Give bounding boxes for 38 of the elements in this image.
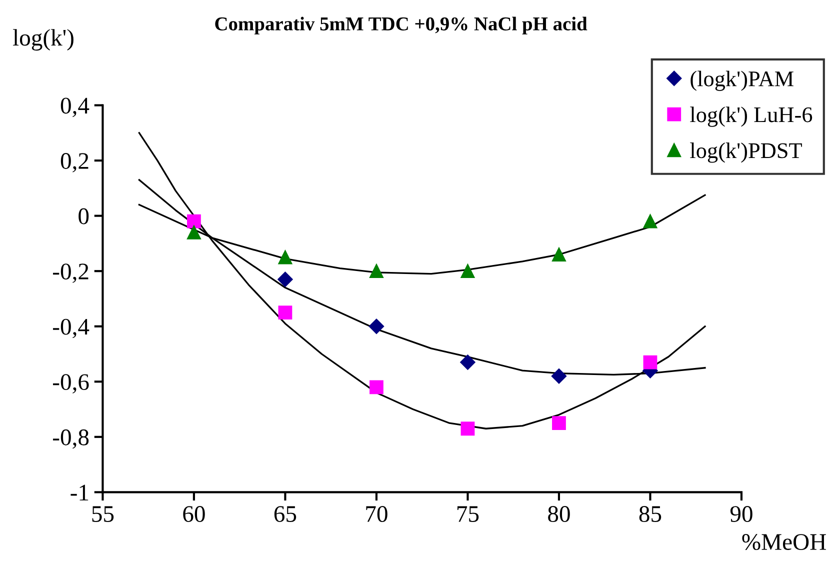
point bbox=[552, 416, 566, 430]
y-tick-label: -0,2 bbox=[53, 264, 88, 283]
point bbox=[643, 355, 658, 370]
point bbox=[460, 422, 475, 436]
x-axis-title: %MeOH bbox=[742, 534, 826, 550]
x-tick-label: 90 bbox=[730, 506, 752, 522]
point bbox=[278, 306, 292, 320]
y-tick-label: -0,6 bbox=[53, 374, 89, 394]
x-tick-label: 65 bbox=[274, 506, 296, 522]
chart-title: Comparativ 5mM TDC +0,9% NaCl pH acid bbox=[215, 16, 588, 34]
point bbox=[643, 214, 658, 228]
point bbox=[278, 272, 293, 287]
legend-label: log(k')PDST bbox=[690, 142, 802, 163]
y-tick-label: 0,4 bbox=[60, 98, 90, 118]
y-tick-label: -1 bbox=[70, 484, 88, 500]
y-tick-label: 0,2 bbox=[60, 153, 88, 172]
point bbox=[551, 368, 567, 384]
point bbox=[278, 250, 292, 264]
legend-label: log(k') LuH-6 bbox=[690, 106, 812, 127]
x-tick-label: 70 bbox=[366, 506, 388, 522]
x-tick-label: 75 bbox=[457, 506, 479, 522]
point bbox=[370, 380, 384, 394]
x-tick-label: 55 bbox=[92, 506, 114, 522]
y-tick-label: 0 bbox=[78, 208, 89, 224]
point bbox=[460, 264, 475, 278]
x-tick-label: 60 bbox=[183, 506, 205, 522]
point bbox=[187, 214, 201, 228]
y-tick-label: -0,8 bbox=[53, 429, 89, 449]
point bbox=[460, 354, 476, 370]
x-tick-label: 80 bbox=[548, 506, 570, 522]
point bbox=[187, 225, 201, 240]
point bbox=[368, 318, 384, 334]
point bbox=[552, 248, 566, 262]
x-tick-label: 85 bbox=[639, 506, 662, 522]
legend-label: (logk')PAM bbox=[690, 70, 794, 91]
y-tick-label: -0,4 bbox=[53, 318, 90, 338]
point bbox=[370, 264, 384, 278]
y-axis-title: log(k') bbox=[12, 29, 74, 51]
